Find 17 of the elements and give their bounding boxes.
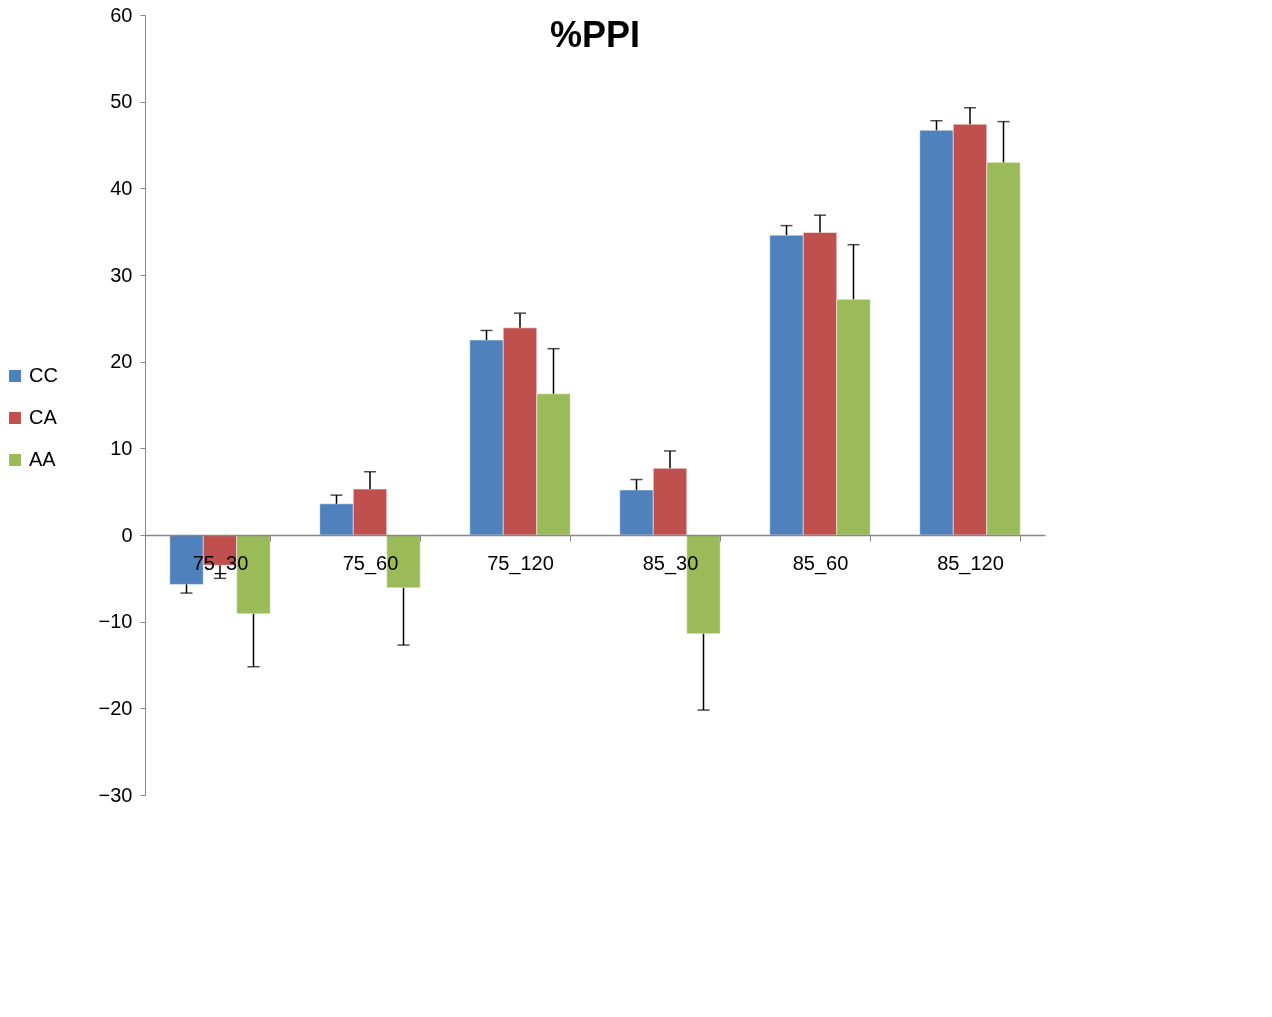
y-tick-label: −20 [98, 696, 133, 719]
y-tick-label: 0 [121, 523, 133, 546]
y-tick-label: 10 [110, 436, 133, 459]
y-tick-label: 60 [110, 3, 133, 26]
legend-label: AA [29, 448, 57, 470]
y-tick-label: 30 [110, 263, 133, 286]
legend-label: CC [29, 364, 58, 386]
x-tick-label: 85_60 [792, 551, 849, 575]
chart-title: %PPI [549, 14, 641, 55]
legend-label: CA [29, 406, 58, 428]
y-tick-label: −10 [98, 610, 133, 633]
y-tick-label: 20 [110, 350, 133, 373]
y-tick-label: 50 [110, 90, 133, 113]
x-tick-label: 75_120 [487, 551, 554, 575]
y-tick-label: −30 [98, 783, 133, 806]
x-tick-label: 85_120 [937, 551, 1004, 575]
y-tick-label: 40 [110, 176, 133, 199]
